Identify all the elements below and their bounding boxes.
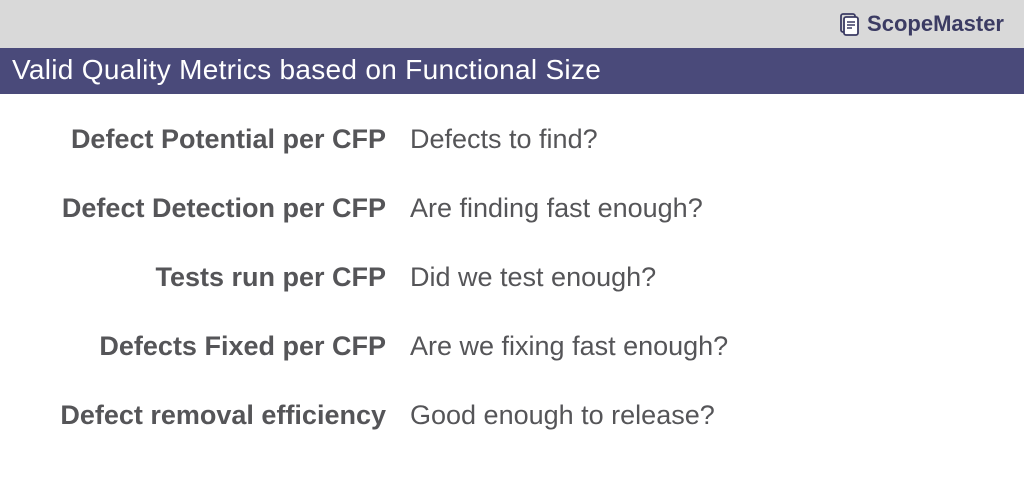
metric-row: Defect Detection per CFP Are finding fas… <box>40 193 984 224</box>
header-bar: ScopeMaster <box>0 0 1024 48</box>
metric-question: Good enough to release? <box>410 400 715 431</box>
metric-question: Are finding fast enough? <box>410 193 703 224</box>
slide-title: Valid Quality Metrics based on Functiona… <box>0 48 1024 94</box>
brand-name: ScopeMaster <box>867 11 1004 37</box>
metric-row: Defect removal efficiency Good enough to… <box>40 400 984 431</box>
metric-row: Defects Fixed per CFP Are we fixing fast… <box>40 331 984 362</box>
metrics-list: Defect Potential per CFP Defects to find… <box>0 94 1024 489</box>
brand-logo: ScopeMaster <box>837 11 1004 37</box>
metric-label: Defects Fixed per CFP <box>40 331 410 362</box>
scopemaster-icon <box>837 12 861 36</box>
metric-label: Defect removal efficiency <box>40 400 410 431</box>
metric-question: Are we fixing fast enough? <box>410 331 728 362</box>
metric-label: Defect Detection per CFP <box>40 193 410 224</box>
metric-label: Defect Potential per CFP <box>40 124 410 155</box>
metric-label: Tests run per CFP <box>40 262 410 293</box>
metric-question: Defects to find? <box>410 124 598 155</box>
metric-question: Did we test enough? <box>410 262 656 293</box>
metric-row: Defect Potential per CFP Defects to find… <box>40 124 984 155</box>
metric-row: Tests run per CFP Did we test enough? <box>40 262 984 293</box>
